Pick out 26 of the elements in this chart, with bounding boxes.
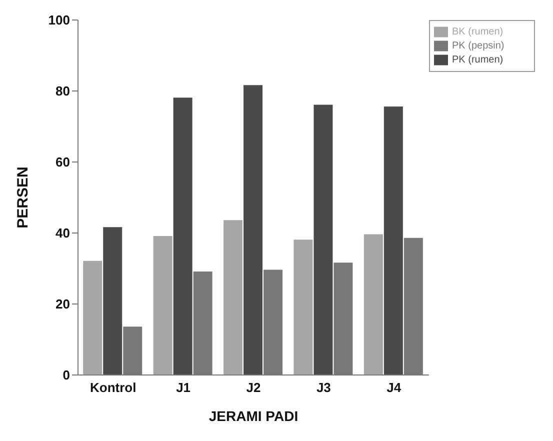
y-tick-label: 80 — [56, 84, 70, 99]
bar — [224, 220, 243, 375]
bar — [314, 104, 333, 375]
y-axis-title: PERSEN — [14, 166, 32, 228]
bar — [294, 240, 313, 375]
bar — [173, 98, 192, 375]
legend-label: PK (pepsin) — [452, 40, 504, 52]
bar — [384, 106, 403, 375]
legend-label: BK (rumen) — [452, 26, 504, 38]
y-tick-label: 20 — [56, 296, 70, 312]
bar — [244, 85, 263, 375]
y-tick-label: 100 — [48, 12, 70, 28]
x-tick-label: J2 — [246, 380, 261, 396]
y-tick-label: 40 — [56, 226, 70, 241]
x-tick-label: J3 — [316, 380, 331, 396]
bar — [103, 227, 122, 375]
bar — [364, 234, 383, 375]
x-tick-label: J1 — [176, 380, 191, 396]
legend-label: PK (rumen) — [452, 54, 504, 66]
y-tick-label: 60 — [56, 154, 70, 170]
x-axis-title: JERAMI PADI — [208, 408, 298, 424]
bar — [83, 260, 102, 375]
x-tick-label: J4 — [386, 380, 402, 396]
x-tick-label: Kontrol — [90, 380, 136, 396]
bar — [153, 236, 172, 375]
y-tick-label: 0 — [62, 368, 70, 383]
